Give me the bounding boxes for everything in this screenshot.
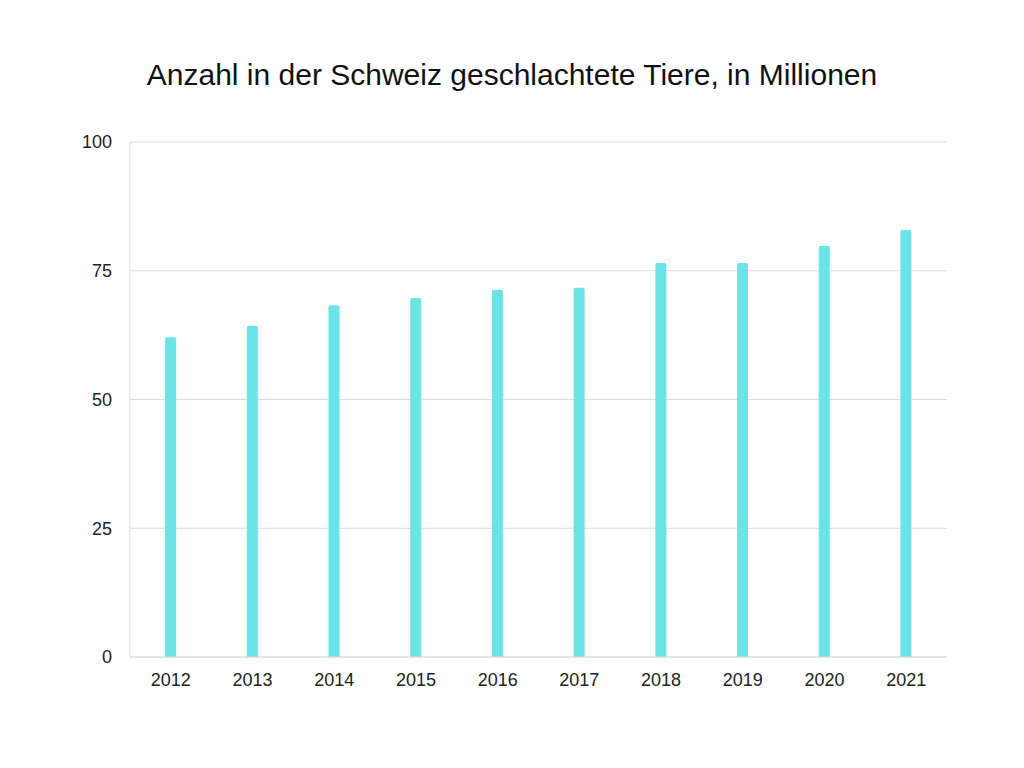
svg-text:0: 0 [102, 647, 112, 667]
svg-text:50: 50 [92, 390, 112, 410]
svg-text:2018: 2018 [641, 670, 681, 690]
svg-text:2017: 2017 [559, 670, 599, 690]
html-text:Anzahl in der Schweiz geschlac: Anzahl in der Schweiz geschlachtete Tier… [146, 58, 878, 91]
svg-text:2014: 2014 [314, 670, 354, 690]
svg-text:2021: 2021 [886, 670, 926, 690]
svg-text:100: 100 [82, 132, 112, 152]
svg-text:2012: 2012 [151, 670, 191, 690]
svg-text:2020: 2020 [804, 670, 844, 690]
svg-text:25: 25 [92, 519, 112, 539]
svg-text:75: 75 [92, 261, 112, 281]
svg-text:2015: 2015 [396, 670, 436, 690]
svg-text:2016: 2016 [478, 670, 518, 690]
svg-text:2013: 2013 [233, 670, 273, 690]
svg-text:2019: 2019 [723, 670, 763, 690]
